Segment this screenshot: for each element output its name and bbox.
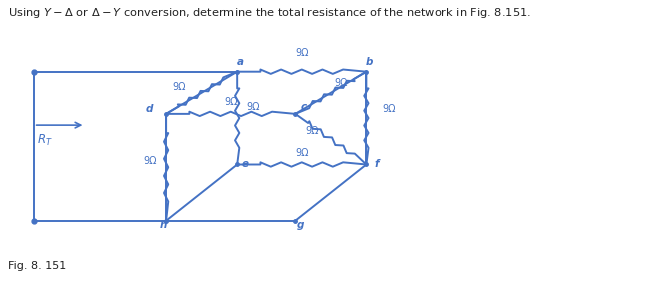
Text: c: c	[300, 102, 306, 112]
Text: 9Ω: 9Ω	[247, 102, 261, 112]
Text: Fig. 8. 151: Fig. 8. 151	[8, 261, 66, 272]
Text: 9Ω: 9Ω	[334, 78, 347, 88]
Text: 9Ω: 9Ω	[143, 156, 156, 166]
Text: 9Ω: 9Ω	[305, 126, 318, 135]
Text: 9Ω: 9Ω	[295, 48, 308, 58]
Text: 9Ω: 9Ω	[383, 105, 396, 114]
Text: g: g	[296, 220, 304, 230]
Text: 9Ω: 9Ω	[224, 97, 237, 107]
Text: b: b	[366, 57, 373, 67]
Text: $R_T$: $R_T$	[37, 132, 52, 147]
Text: 9Ω: 9Ω	[295, 148, 308, 158]
Text: 9Ω: 9Ω	[172, 82, 186, 92]
Text: h: h	[159, 220, 166, 230]
Text: Using $Y - \Delta$ or $\Delta - Y$ conversion, determine the total resistance of: Using $Y - \Delta$ or $\Delta - Y$ conve…	[8, 6, 531, 20]
Text: e: e	[242, 158, 249, 169]
Text: a: a	[237, 57, 244, 67]
Text: f: f	[375, 158, 379, 169]
Text: d: d	[146, 104, 153, 114]
